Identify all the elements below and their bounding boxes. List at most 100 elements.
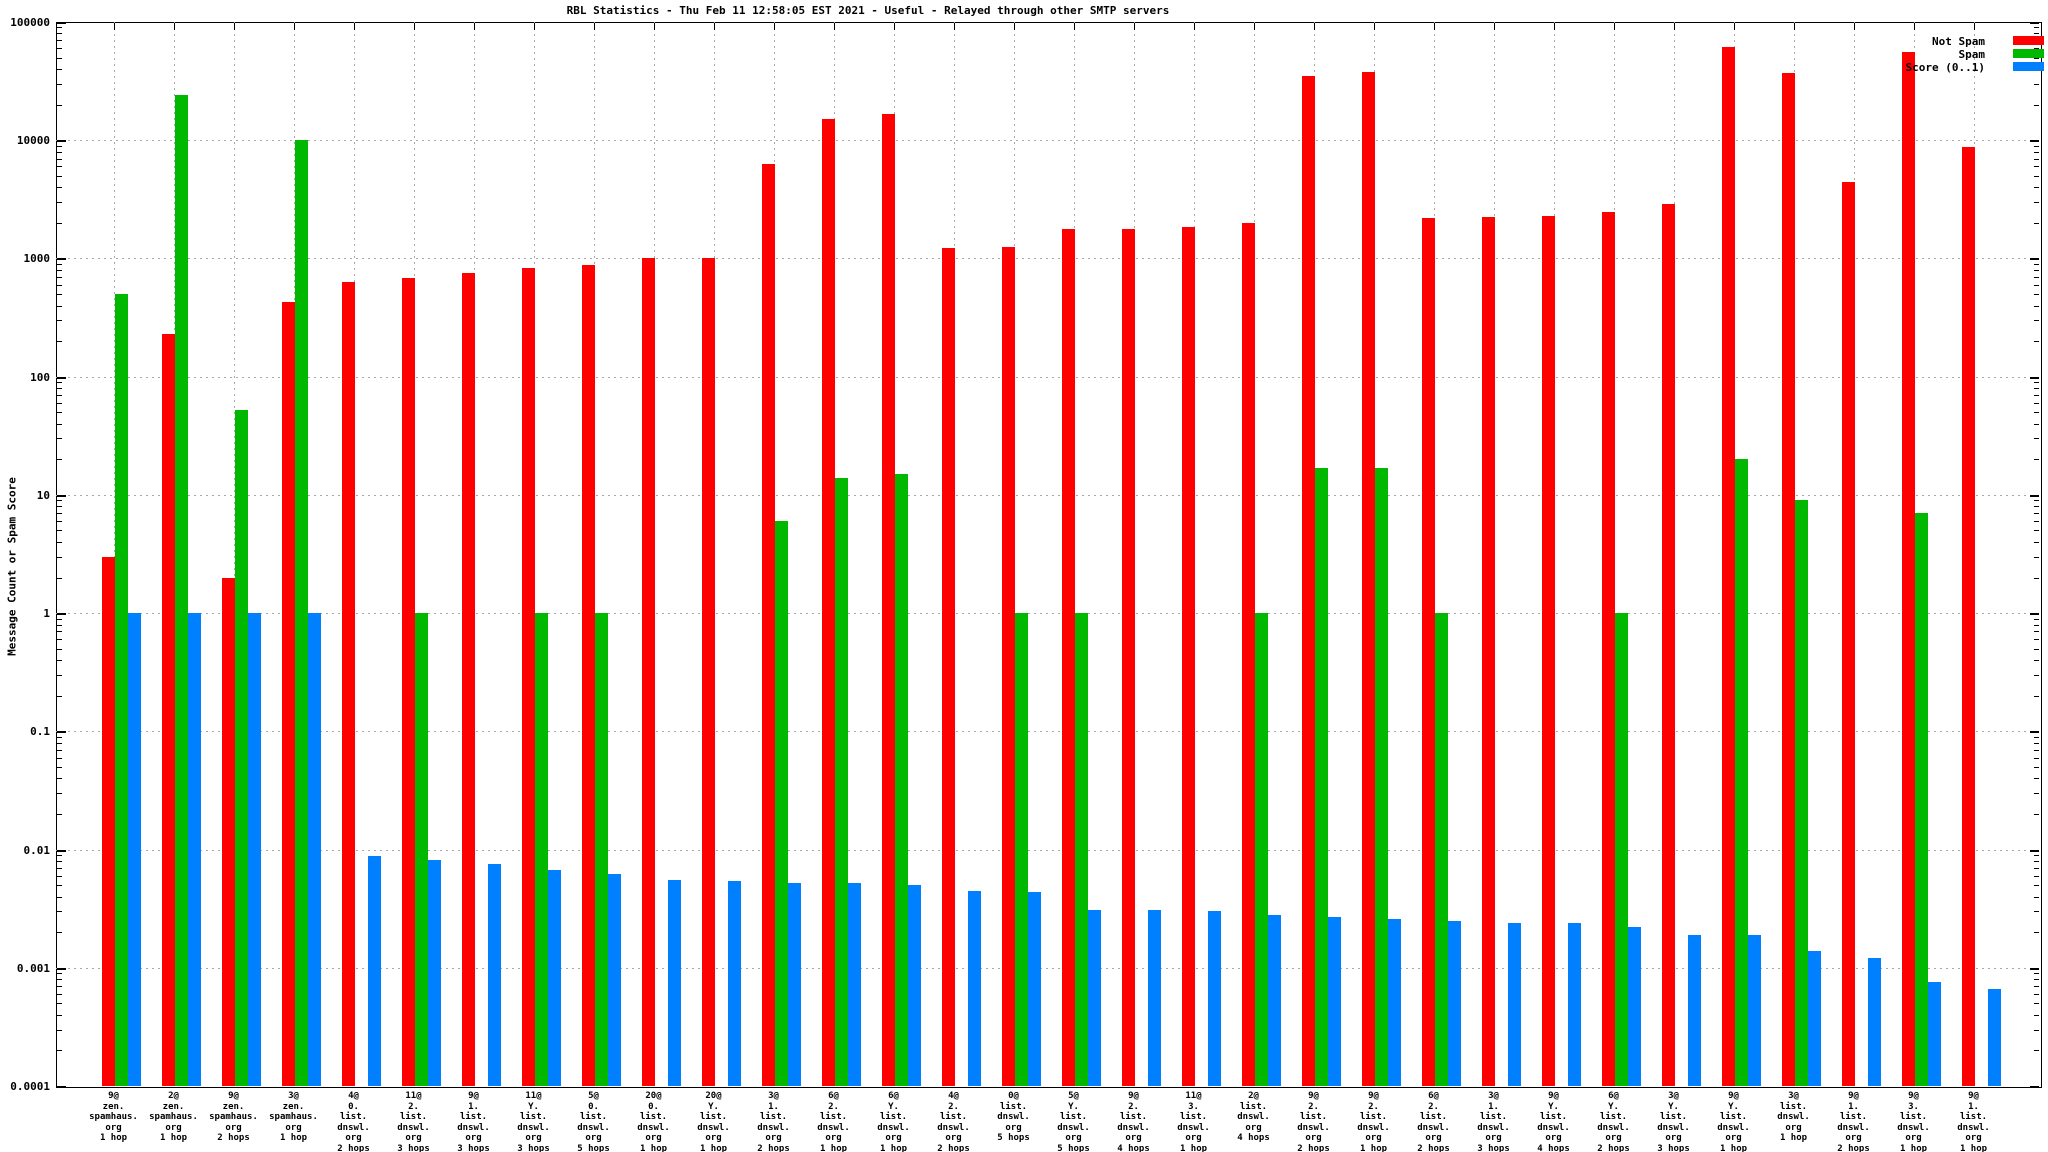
y-minor-tick — [2034, 145, 2039, 147]
bar-score — [188, 613, 201, 1086]
x-category-label-line: spamhaus. — [149, 1112, 198, 1122]
y-minor-tick — [2034, 513, 2039, 515]
y-major-tick — [57, 22, 66, 25]
x-category-label-line: list. — [399, 1112, 428, 1122]
y-major-tick — [2030, 376, 2039, 379]
bar-not-spam — [942, 248, 955, 1086]
y-minor-tick — [2034, 854, 2039, 856]
x-category-label-line: list. — [879, 1112, 908, 1122]
x-category-label-line: 9@ — [1548, 1091, 1559, 1101]
x-category-label-line: org — [945, 1133, 962, 1143]
x-category-label-line: org — [1365, 1133, 1382, 1143]
x-tick — [713, 23, 715, 30]
y-minor-tick — [57, 778, 62, 780]
x-category-label-line: 3@ — [1488, 1091, 1499, 1101]
x-category-label-line: 1 hop — [699, 1143, 728, 1152]
y-major-tick — [2030, 258, 2039, 261]
bar-not-spam — [102, 556, 115, 1086]
bar-score — [1508, 922, 1521, 1086]
bar-spam — [1735, 459, 1748, 1086]
y-minor-tick — [2034, 33, 2039, 35]
x-tick — [533, 23, 535, 30]
x-category-label-line: 1 hop — [1359, 1143, 1388, 1152]
x-category-label-line: 11@ — [525, 1091, 542, 1101]
bar-score — [968, 890, 981, 1086]
x-category-label-line: dnswl. — [517, 1122, 550, 1133]
x-category-label: 9@ 1. list. dnswl. org 3 hops — [419, 1091, 529, 1152]
x-category-label-line: list. — [1959, 1112, 1988, 1122]
x-category-label-line: org — [525, 1133, 542, 1143]
x-category-label-line: 0. — [648, 1101, 659, 1112]
y-minor-tick — [57, 341, 62, 343]
x-category-label-line: 3 hops — [1657, 1143, 1690, 1152]
y-minor-tick — [57, 33, 62, 35]
x-category-label-line: list. — [1839, 1112, 1868, 1122]
x-category-label: 0@ list. dnswl. org 5 hops — [959, 1091, 1069, 1144]
x-tick — [413, 23, 415, 30]
x-category-label-line: 5@ — [1068, 1091, 1079, 1101]
y-minor-tick — [2034, 867, 2039, 869]
x-category-label-line: 4 hops — [1537, 1143, 1570, 1152]
y-gridline — [56, 613, 2040, 615]
bar-spam — [415, 613, 428, 1086]
y-minor-tick — [57, 639, 62, 641]
y-major-tick — [2030, 1086, 2039, 1088]
y-tick-label: 100 — [30, 370, 50, 384]
x-category-label-line: org — [405, 1133, 422, 1143]
bar-not-spam — [1782, 73, 1795, 1086]
x-category-label-line: dnswl. — [1957, 1122, 1990, 1133]
y-minor-tick — [2034, 793, 2039, 795]
x-category-label-line: dnswl. — [1057, 1122, 1090, 1133]
y-minor-tick — [2034, 394, 2039, 396]
plot-area-border — [56, 22, 2042, 1088]
bar-score — [368, 856, 381, 1086]
bar-spam — [1615, 613, 1628, 1086]
x-category-label: 3@ 1. list. dnswl. org 2 hops — [719, 1091, 829, 1152]
y-minor-tick — [2034, 48, 2039, 50]
x-tick — [1793, 23, 1795, 30]
x-tick — [1853, 23, 1855, 30]
x-category-label-line: 2 hops — [1297, 1143, 1330, 1152]
x-category-label-line: zen. — [102, 1101, 125, 1112]
y-minor-tick — [2034, 263, 2039, 265]
bar-not-spam — [1062, 228, 1075, 1086]
x-tick — [1013, 23, 1015, 30]
y-gridline — [56, 258, 2040, 260]
y-tick-label: 100000 — [10, 16, 50, 30]
x-category-label-line: dnswl. — [697, 1122, 730, 1133]
x-category-label-line: 9@ — [108, 1091, 119, 1101]
x-category-label-line: Y. — [1728, 1101, 1739, 1112]
y-minor-tick — [2034, 506, 2039, 508]
x-category-label-line: org — [1185, 1133, 1202, 1143]
y-major-tick — [57, 1086, 66, 1088]
x-category-label-line: org — [585, 1133, 602, 1143]
y-minor-tick — [57, 1003, 62, 1005]
x-category-label-line: list. — [1719, 1112, 1748, 1122]
x-category-label: 5@ 0. list. dnswl. org 5 hops — [539, 1091, 649, 1152]
y-minor-tick — [2034, 423, 2039, 425]
bar-score — [908, 885, 921, 1086]
y-minor-tick — [2034, 388, 2039, 390]
y-minor-tick — [2034, 813, 2039, 815]
y-minor-tick — [57, 276, 62, 278]
x-category-label-line: Y. — [708, 1101, 719, 1112]
x-category-label-line: dnswl. — [1837, 1122, 1870, 1133]
y-minor-tick — [57, 423, 62, 425]
y-minor-tick — [2034, 660, 2039, 662]
x-category-label: 11@ 2. list. dnswl. org 3 hops — [359, 1091, 469, 1152]
y-minor-tick — [57, 83, 62, 85]
x-category-label-line: 5 hops — [1057, 1143, 1090, 1152]
y-minor-tick — [57, 48, 62, 50]
x-category-label-line: org — [825, 1133, 842, 1143]
x-category-label-line: 3@ — [768, 1091, 779, 1101]
x-category-label-line: org — [1845, 1133, 1862, 1143]
x-category-label-line: list. — [1599, 1112, 1628, 1122]
x-category-label-line: 3 hops — [517, 1143, 550, 1152]
x-category-label-line: list. — [1359, 1112, 1388, 1122]
x-category-label-line: org — [1065, 1133, 1082, 1143]
y-minor-tick — [2034, 202, 2039, 204]
x-category-label-line: 9@ — [1368, 1091, 1379, 1101]
x-tick — [593, 23, 595, 30]
x-tick — [653, 23, 655, 30]
bar-spam — [1435, 613, 1448, 1086]
